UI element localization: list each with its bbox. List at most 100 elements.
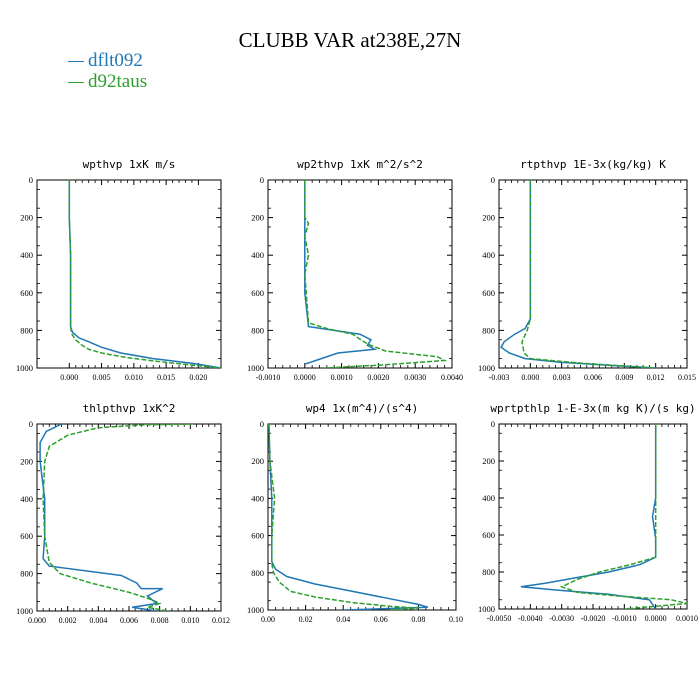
y-tick-label: 1000 [247,363,264,373]
y-tick-label: 200 [251,213,264,223]
y-tick-label: 0 [491,419,495,429]
series-line-d92taus [559,424,687,609]
y-tick-label: 400 [482,250,495,260]
y-tick-label: 200 [482,456,495,466]
y-tick-label: 600 [20,531,33,541]
y-tick-label: 800 [20,325,33,335]
y-tick-label: 0 [29,419,33,429]
x-tick-label: 0.00 [261,615,275,624]
subplot-title: wprtpthlp 1-E-3x(m kg K)/(s kg) [490,402,695,415]
series-line-dflt092 [500,180,656,368]
y-tick-label: 200 [20,456,33,466]
x-tick-label: 0.002 [59,616,77,625]
y-tick-label: 1000 [478,604,495,614]
legend-label: d92taus [88,71,148,92]
y-tick-label: 0 [260,175,264,185]
x-tick-label: 0.004 [89,616,107,625]
y-tick-label: 800 [482,325,495,335]
y-tick-label: 600 [251,531,264,541]
y-tick-label: 400 [251,250,264,260]
x-tick-label: 0.003 [553,373,571,382]
subplot-title: rtpthvp 1E-3x(kg/kg) K [520,158,666,171]
x-tick-label: 0.008 [151,616,169,625]
series-line-d92taus [42,424,194,611]
x-tick-label: 0.06 [374,615,388,624]
y-tick-label: 800 [251,568,264,578]
y-tick-label: 1000 [478,363,495,373]
series-line-dflt092 [39,424,164,611]
x-tick-label: 0.012 [212,616,230,625]
x-tick-label: 0.005 [93,373,111,382]
x-tick-label: 0.006 [584,373,602,382]
x-tick-label: 0.04 [336,615,350,624]
x-tick-label: -0.0040 [518,614,543,623]
x-tick-label: 0.009 [615,373,633,382]
series-line-d92taus [268,424,419,610]
axes-frame [36,179,222,369]
x-tick-label: 0.020 [189,373,207,382]
y-tick-label: 600 [251,288,264,298]
x-tick-label: -0.0020 [581,614,606,623]
series-line-d92taus [304,180,448,368]
y-tick-label: 400 [20,494,33,504]
subplot-3: rtpthvp 1E-3x(kg/kg) K 0 200 400 600 800 1000-… [478,158,696,382]
legend-item: d92taus [68,71,147,92]
series-line-dflt092 [68,180,221,368]
y-tick-label: 800 [251,325,264,335]
legend-swatch-1 [68,82,84,84]
x-tick-label: 0.02 [299,615,313,624]
legend-swatch-0 [68,61,84,63]
legend-item: dflt092 [68,50,147,71]
x-tick-label: -0.0030 [549,614,574,623]
axes-frame [498,179,688,369]
y-tick-label: 1000 [247,605,264,615]
x-tick-label: 0.015 [157,373,175,382]
x-tick-label: 0.0020 [367,373,389,382]
y-tick-label: 0 [491,175,495,185]
y-tick-label: 800 [20,569,33,579]
x-tick-label: 0.012 [647,373,665,382]
y-tick-label: 800 [482,567,495,577]
x-tick-label: 0.000 [60,373,78,382]
y-tick-label: 600 [20,288,33,298]
y-tick-label: 0 [260,419,264,429]
subplot-1: wpthvp 1xK m/s 0 200 400 600 800 1000 0.000 0.00… [16,158,222,382]
legend-label: dflt092 [88,50,143,71]
y-tick-label: 200 [482,213,495,223]
x-tick-label: -0.0010 [256,373,281,382]
x-tick-label: 0.000 [28,616,46,625]
y-tick-label: 200 [20,213,33,223]
axes-frame [267,179,453,369]
legend: dflt092 d92taus [68,50,147,92]
x-tick-label: 0.0010 [676,614,698,623]
axes-frame [36,423,222,612]
y-tick-label: 600 [482,288,495,298]
series-line-d92taus [521,180,656,368]
x-tick-label: 0.000 [521,373,539,382]
x-tick-label: -0.0010 [612,614,637,623]
y-tick-label: 400 [251,493,264,503]
axes-frame [498,423,688,610]
subplot-title: thlpthvp 1xK^2 [83,402,176,415]
x-tick-label: -0.003 [489,373,510,382]
x-tick-label: 0.10 [449,615,463,624]
x-tick-label: -0.0050 [487,614,512,623]
y-tick-label: 400 [482,493,495,503]
x-tick-label: 0.08 [411,615,425,624]
subplot-6: wprtpthlp 1-E-3x(m kg K)/(s kg) 0 200 400 60… [478,402,698,623]
x-tick-label: 0.0000 [645,614,667,623]
x-tick-label: 0.0010 [331,373,353,382]
subplot-title: wpthvp 1xK m/s [83,158,176,171]
series-line-dflt092 [520,424,657,609]
series-line-dflt092 [304,180,378,365]
axes-frame [267,423,457,611]
y-tick-label: 600 [482,530,495,540]
x-tick-label: 0.0030 [404,373,426,382]
y-tick-label: 200 [251,456,264,466]
series-line-dflt092 [268,424,429,610]
y-tick-label: 0 [29,175,33,185]
x-tick-label: 0.015 [678,373,696,382]
